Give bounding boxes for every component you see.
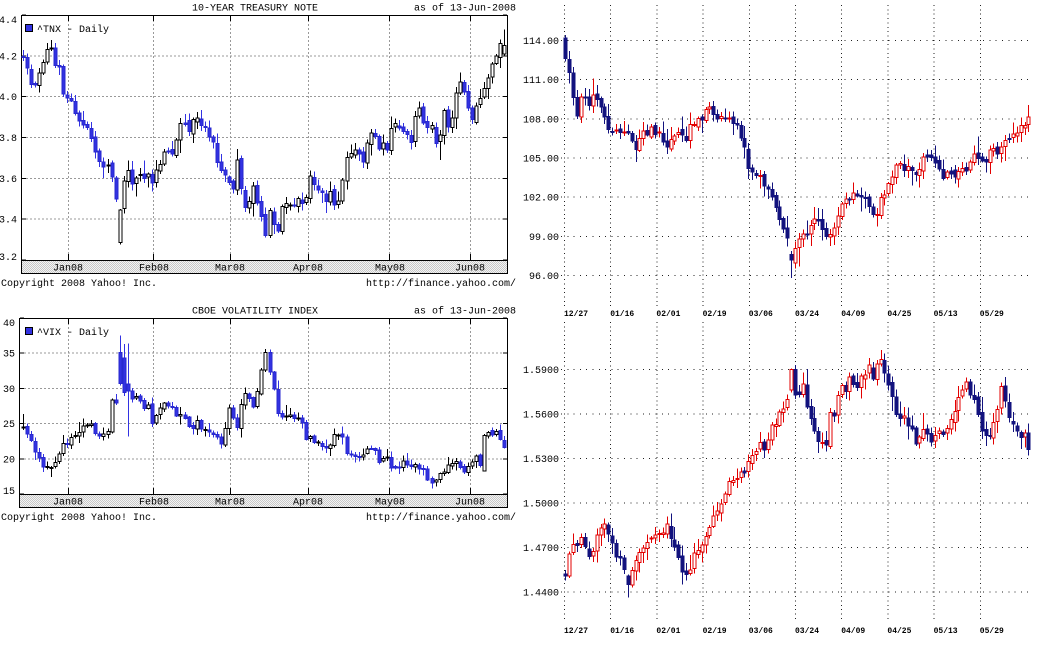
svg-text:96.00: 96.00 (529, 272, 559, 283)
svg-text:3.4: 3.4 (0, 216, 17, 227)
svg-text:Feb08: Feb08 (139, 497, 169, 509)
svg-text:99.00: 99.00 (529, 233, 559, 244)
svg-text:http://finance.yahoo.com/: http://finance.yahoo.com/ (366, 278, 516, 290)
svg-text:12/27: 12/27 (564, 310, 588, 319)
svg-text:05/13: 05/13 (934, 310, 958, 319)
svg-text:02/01: 02/01 (656, 627, 680, 636)
svg-text:Mar08: Mar08 (215, 498, 245, 509)
svg-text:Jun08: Jun08 (455, 498, 485, 509)
svg-text:CBOE VOLATILITY INDEX: CBOE VOLATILITY INDEX (192, 307, 318, 318)
svg-text:05/29: 05/29 (980, 627, 1004, 636)
svg-text:03/06: 03/06 (749, 627, 773, 636)
svg-text:May08: May08 (375, 498, 405, 509)
svg-text:^VIX - Daily: ^VIX - Daily (37, 327, 109, 339)
svg-text:Feb08: Feb08 (139, 263, 169, 275)
svg-text:01/16: 01/16 (610, 310, 634, 319)
svg-text:Jan08: Jan08 (53, 498, 83, 509)
svg-text:108.00: 108.00 (523, 115, 559, 126)
svg-text:as of 13-Jun-2008: as of 13-Jun-2008 (414, 306, 516, 318)
svg-text:as of 13-Jun-2008: as of 13-Jun-2008 (414, 3, 516, 15)
svg-text:30: 30 (3, 385, 15, 396)
svg-text:01/16: 01/16 (610, 627, 634, 636)
svg-text:10-YEAR TREASURY NOTE: 10-YEAR TREASURY NOTE (192, 4, 318, 15)
svg-text:1.5600: 1.5600 (523, 411, 559, 422)
svg-text:15: 15 (3, 487, 15, 498)
svg-text:04/09: 04/09 (841, 310, 865, 319)
svg-text:May08: May08 (375, 264, 405, 275)
svg-text:40: 40 (3, 319, 15, 330)
svg-text:03/24: 03/24 (795, 627, 819, 636)
svg-text:04/25: 04/25 (887, 310, 911, 319)
svg-text:Mar08: Mar08 (215, 264, 245, 275)
svg-text:03/06: 03/06 (749, 310, 773, 319)
svg-text:^TNX - Daily: ^TNX - Daily (37, 24, 109, 36)
svg-text:1.5900: 1.5900 (523, 366, 559, 377)
svg-text:Copyright 2008 Yahoo! Inc.: Copyright 2008 Yahoo! Inc. (1, 512, 157, 524)
svg-text:105.00: 105.00 (523, 155, 559, 166)
svg-text:03/24: 03/24 (795, 310, 819, 319)
svg-text:3.8: 3.8 (0, 134, 17, 145)
svg-text:3.6: 3.6 (0, 175, 17, 186)
svg-text:02/19: 02/19 (703, 310, 727, 319)
svg-text:1.4400: 1.4400 (523, 589, 559, 600)
svg-text:4.2: 4.2 (0, 52, 17, 63)
svg-text:Apr08: Apr08 (293, 264, 323, 275)
svg-text:04/25: 04/25 (887, 627, 911, 636)
svg-text:3.2: 3.2 (0, 253, 17, 264)
svg-text:04/09: 04/09 (841, 627, 865, 636)
svg-text:Apr08: Apr08 (293, 498, 323, 509)
svg-text:25: 25 (3, 420, 15, 431)
svg-text:05/29: 05/29 (980, 310, 1004, 319)
svg-text:4.0: 4.0 (0, 93, 17, 104)
svg-text:Copyright 2008 Yahoo! Inc.: Copyright 2008 Yahoo! Inc. (1, 278, 157, 290)
svg-text:05/13: 05/13 (934, 627, 958, 636)
svg-text:Jan08: Jan08 (53, 264, 83, 275)
svg-text:02/01: 02/01 (656, 310, 680, 319)
svg-text:102.00: 102.00 (523, 194, 559, 205)
svg-text:12/27: 12/27 (564, 627, 588, 636)
svg-text:http://finance.yahoo.com/: http://finance.yahoo.com/ (366, 512, 516, 524)
svg-text:02/19: 02/19 (703, 627, 727, 636)
svg-text:35: 35 (3, 350, 15, 361)
svg-text:111.00: 111.00 (523, 76, 559, 87)
svg-text:Jun08: Jun08 (455, 264, 485, 275)
svg-text:4.4: 4.4 (0, 16, 17, 27)
svg-text:1.4700: 1.4700 (523, 544, 559, 555)
svg-text:1.5300: 1.5300 (523, 455, 559, 466)
svg-text:1.5000: 1.5000 (523, 500, 559, 511)
svg-text:20: 20 (3, 455, 15, 466)
svg-text:114.00: 114.00 (523, 37, 559, 48)
